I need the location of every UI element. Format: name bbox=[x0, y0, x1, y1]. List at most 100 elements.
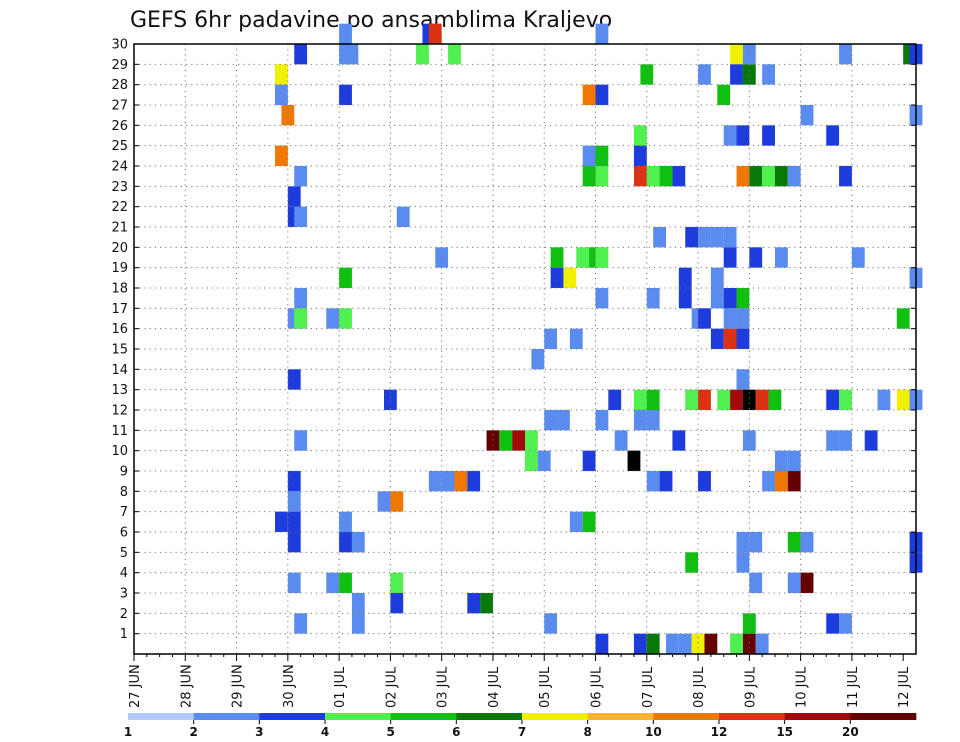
heatmap-cell bbox=[287, 532, 301, 553]
chart-title: GEFS 6hr padavine po ansamblima Kraljevo bbox=[130, 8, 612, 33]
heatmap-cell bbox=[723, 328, 737, 349]
heatmap-cell bbox=[467, 593, 481, 614]
y-tick-label: 29 bbox=[111, 58, 128, 73]
y-tick-label: 19 bbox=[111, 261, 128, 276]
heatmap-cell bbox=[774, 247, 788, 268]
heatmap-cell bbox=[614, 430, 628, 451]
heatmap-cell bbox=[550, 267, 564, 288]
heatmap-cell bbox=[742, 430, 756, 451]
heatmap-cell bbox=[640, 64, 654, 85]
heatmap-cell bbox=[428, 471, 442, 492]
heatmap-cell bbox=[633, 125, 647, 146]
heatmap-cell bbox=[710, 288, 724, 309]
heatmap-cell bbox=[428, 23, 442, 44]
heatmap-cell bbox=[736, 552, 750, 573]
x-tick-label: 07 JUL bbox=[641, 666, 656, 708]
heatmap-cell bbox=[768, 389, 782, 410]
heatmap-cell bbox=[749, 572, 763, 593]
heatmap-cell bbox=[685, 227, 699, 248]
heatmap-cell bbox=[742, 389, 756, 410]
heatmap-cell bbox=[723, 227, 737, 248]
colorbar-swatch bbox=[390, 713, 457, 720]
colorbar-swatch bbox=[259, 713, 326, 720]
heatmap-cell bbox=[351, 532, 365, 553]
heatmap-cell bbox=[742, 44, 756, 65]
heatmap-cell bbox=[287, 491, 301, 512]
heatmap-cell bbox=[633, 633, 647, 654]
heatmap-cell bbox=[698, 64, 711, 85]
heatmap-cell bbox=[826, 389, 840, 410]
heatmap-cell bbox=[595, 23, 609, 44]
colorbar-label: 10 bbox=[645, 725, 662, 739]
heatmap-cell bbox=[486, 430, 500, 451]
heatmap-cell bbox=[736, 308, 750, 329]
heatmap-cell bbox=[839, 430, 852, 451]
x-tick-label: 03 JUL bbox=[436, 666, 451, 708]
y-tick-label: 5 bbox=[120, 546, 128, 561]
heatmap-cell bbox=[595, 633, 609, 654]
heatmap-cell bbox=[287, 511, 301, 532]
colorbar-label: 8 bbox=[583, 725, 591, 739]
heatmap-cell bbox=[390, 593, 404, 614]
y-tick-label: 20 bbox=[111, 241, 128, 256]
heatmap-cell bbox=[294, 44, 308, 65]
heatmap-cell bbox=[762, 166, 775, 187]
heatmap-cell bbox=[800, 532, 814, 553]
heatmap-cell bbox=[294, 206, 308, 227]
heatmap-cell bbox=[691, 633, 705, 654]
heatmap-cell bbox=[710, 267, 724, 288]
colorbar-swatch bbox=[587, 713, 654, 720]
heatmap-cell bbox=[582, 511, 596, 532]
heatmap-cell bbox=[633, 410, 647, 431]
colorbar-label: 12 bbox=[711, 725, 728, 739]
heatmap-cell bbox=[281, 105, 295, 126]
heatmap-cell bbox=[287, 186, 301, 207]
heatmap-cell bbox=[326, 308, 340, 329]
heatmap-cell bbox=[723, 288, 737, 309]
heatmap-cell bbox=[762, 64, 775, 85]
heatmap-cell bbox=[563, 267, 577, 288]
heatmap-cell bbox=[742, 613, 756, 634]
y-tick-label: 16 bbox=[111, 322, 128, 337]
heatmap-cell bbox=[851, 247, 865, 268]
heatmap-cell bbox=[339, 23, 352, 44]
heatmap-cell bbox=[762, 471, 775, 492]
x-tick-label: 27 JUN bbox=[128, 664, 143, 708]
heatmap-cell bbox=[685, 552, 699, 573]
heatmap-cell bbox=[787, 450, 801, 471]
heatmap-cell bbox=[569, 511, 583, 532]
heatmap-cell bbox=[685, 389, 699, 410]
heatmap-cell bbox=[666, 633, 679, 654]
heatmap-cell bbox=[550, 247, 564, 268]
y-tick-label: 17 bbox=[111, 302, 128, 317]
heatmap-cell bbox=[755, 633, 769, 654]
heatmap-cell bbox=[383, 389, 397, 410]
heatmap-cell bbox=[339, 308, 352, 329]
heatmap-cell bbox=[544, 328, 558, 349]
y-tick-label: 23 bbox=[111, 180, 128, 195]
colorbar-label: 4 bbox=[321, 725, 329, 739]
heatmap-cell bbox=[582, 84, 596, 105]
y-tick-label: 10 bbox=[111, 444, 128, 459]
heatmap-cell bbox=[742, 633, 756, 654]
colorbar-swatch bbox=[850, 713, 917, 720]
heatmap-cell bbox=[698, 308, 711, 329]
colorbar-label: 15 bbox=[776, 725, 793, 739]
colorbar-swatch bbox=[653, 713, 720, 720]
heatmap-cell bbox=[569, 328, 583, 349]
heatmap-cell bbox=[646, 288, 660, 309]
heatmap-cell bbox=[345, 44, 359, 65]
colorbar-swatch bbox=[784, 713, 851, 720]
heatmap-cell bbox=[839, 166, 852, 187]
x-tick-label: 29 JUN bbox=[231, 664, 246, 708]
heatmap-cell bbox=[787, 572, 801, 593]
heatmap-cell bbox=[774, 166, 788, 187]
heatmap-cell bbox=[749, 247, 763, 268]
heatmap-cell bbox=[627, 450, 641, 471]
heatmap-cell bbox=[672, 166, 686, 187]
y-tick-label: 2 bbox=[120, 607, 128, 622]
heatmap-cell bbox=[896, 389, 910, 410]
y-tick-label: 28 bbox=[111, 78, 128, 93]
x-tick-label: 30 JUN bbox=[282, 664, 297, 708]
heatmap-cell bbox=[390, 491, 404, 512]
